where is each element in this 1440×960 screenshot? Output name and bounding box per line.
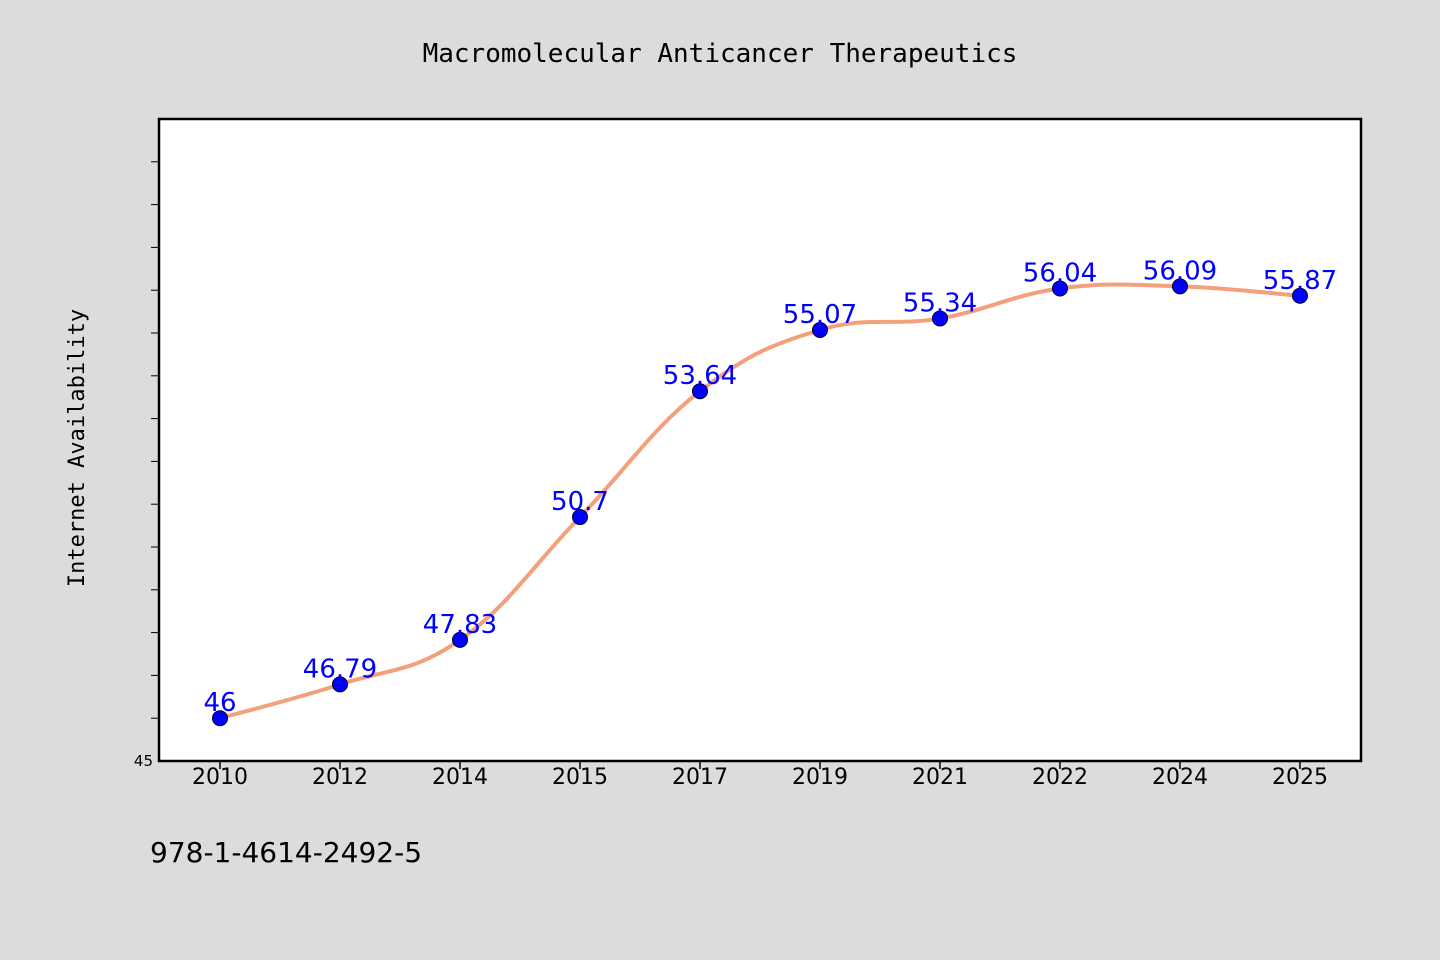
data-points (212, 278, 1308, 727)
x-tick-label: 2010 (192, 765, 248, 790)
series-line (218, 282, 1302, 721)
data-point (452, 631, 468, 648)
x-tick-label: 2017 (672, 765, 728, 790)
series-line-group (218, 282, 1302, 721)
x-tick-label: 2015 (552, 765, 608, 790)
data-label: 46.79 (303, 654, 377, 684)
x-tick-label: 2024 (1152, 765, 1208, 790)
data-point (572, 509, 588, 526)
data-point (812, 322, 828, 339)
data-point (1292, 287, 1308, 304)
chart-title: Macromolecular Anticancer Therapeutics (423, 39, 1018, 69)
data-point (932, 310, 948, 327)
y-axis-ticks: 45 (134, 161, 159, 770)
y-axis-label: Internet Availability (65, 309, 90, 587)
data-point (212, 710, 228, 727)
x-tick-label: 2021 (912, 765, 968, 790)
data-label: 53.64 (663, 361, 737, 391)
x-tick-label: 2025 (1272, 765, 1328, 790)
data-point (1052, 280, 1068, 297)
x-tick-label: 2014 (432, 765, 488, 790)
x-tick-label: 2019 (792, 765, 848, 790)
data-label: 55.34 (903, 288, 977, 318)
data-label: 47.83 (423, 610, 497, 640)
x-tick-label: 2012 (312, 765, 368, 790)
data-point (1172, 278, 1188, 295)
data-label: 55.07 (783, 300, 857, 330)
data-point (692, 383, 708, 400)
y-tick-label: 45 (134, 752, 153, 770)
data-label: 55.87 (1263, 266, 1337, 296)
data-label: 56.04 (1023, 258, 1097, 288)
data-label: 50.7 (551, 487, 609, 517)
x-axis-ticks: 2010 2012 2014 2015 2017 2019 2021 2022 2024 2025 (192, 761, 1328, 790)
plot-area (157, 117, 1363, 763)
data-point (332, 676, 348, 693)
data-label: 46 (203, 688, 236, 718)
x-tick-label: 2022 (1032, 765, 1088, 790)
data-labels: 46 46.79 47.83 50.7 53.64 55.07 55.34 56.04 56.0… (203, 256, 1337, 718)
data-label: 56.09 (1143, 256, 1217, 286)
isbn-footer: 978-1-4614-2492-5 (150, 836, 422, 869)
